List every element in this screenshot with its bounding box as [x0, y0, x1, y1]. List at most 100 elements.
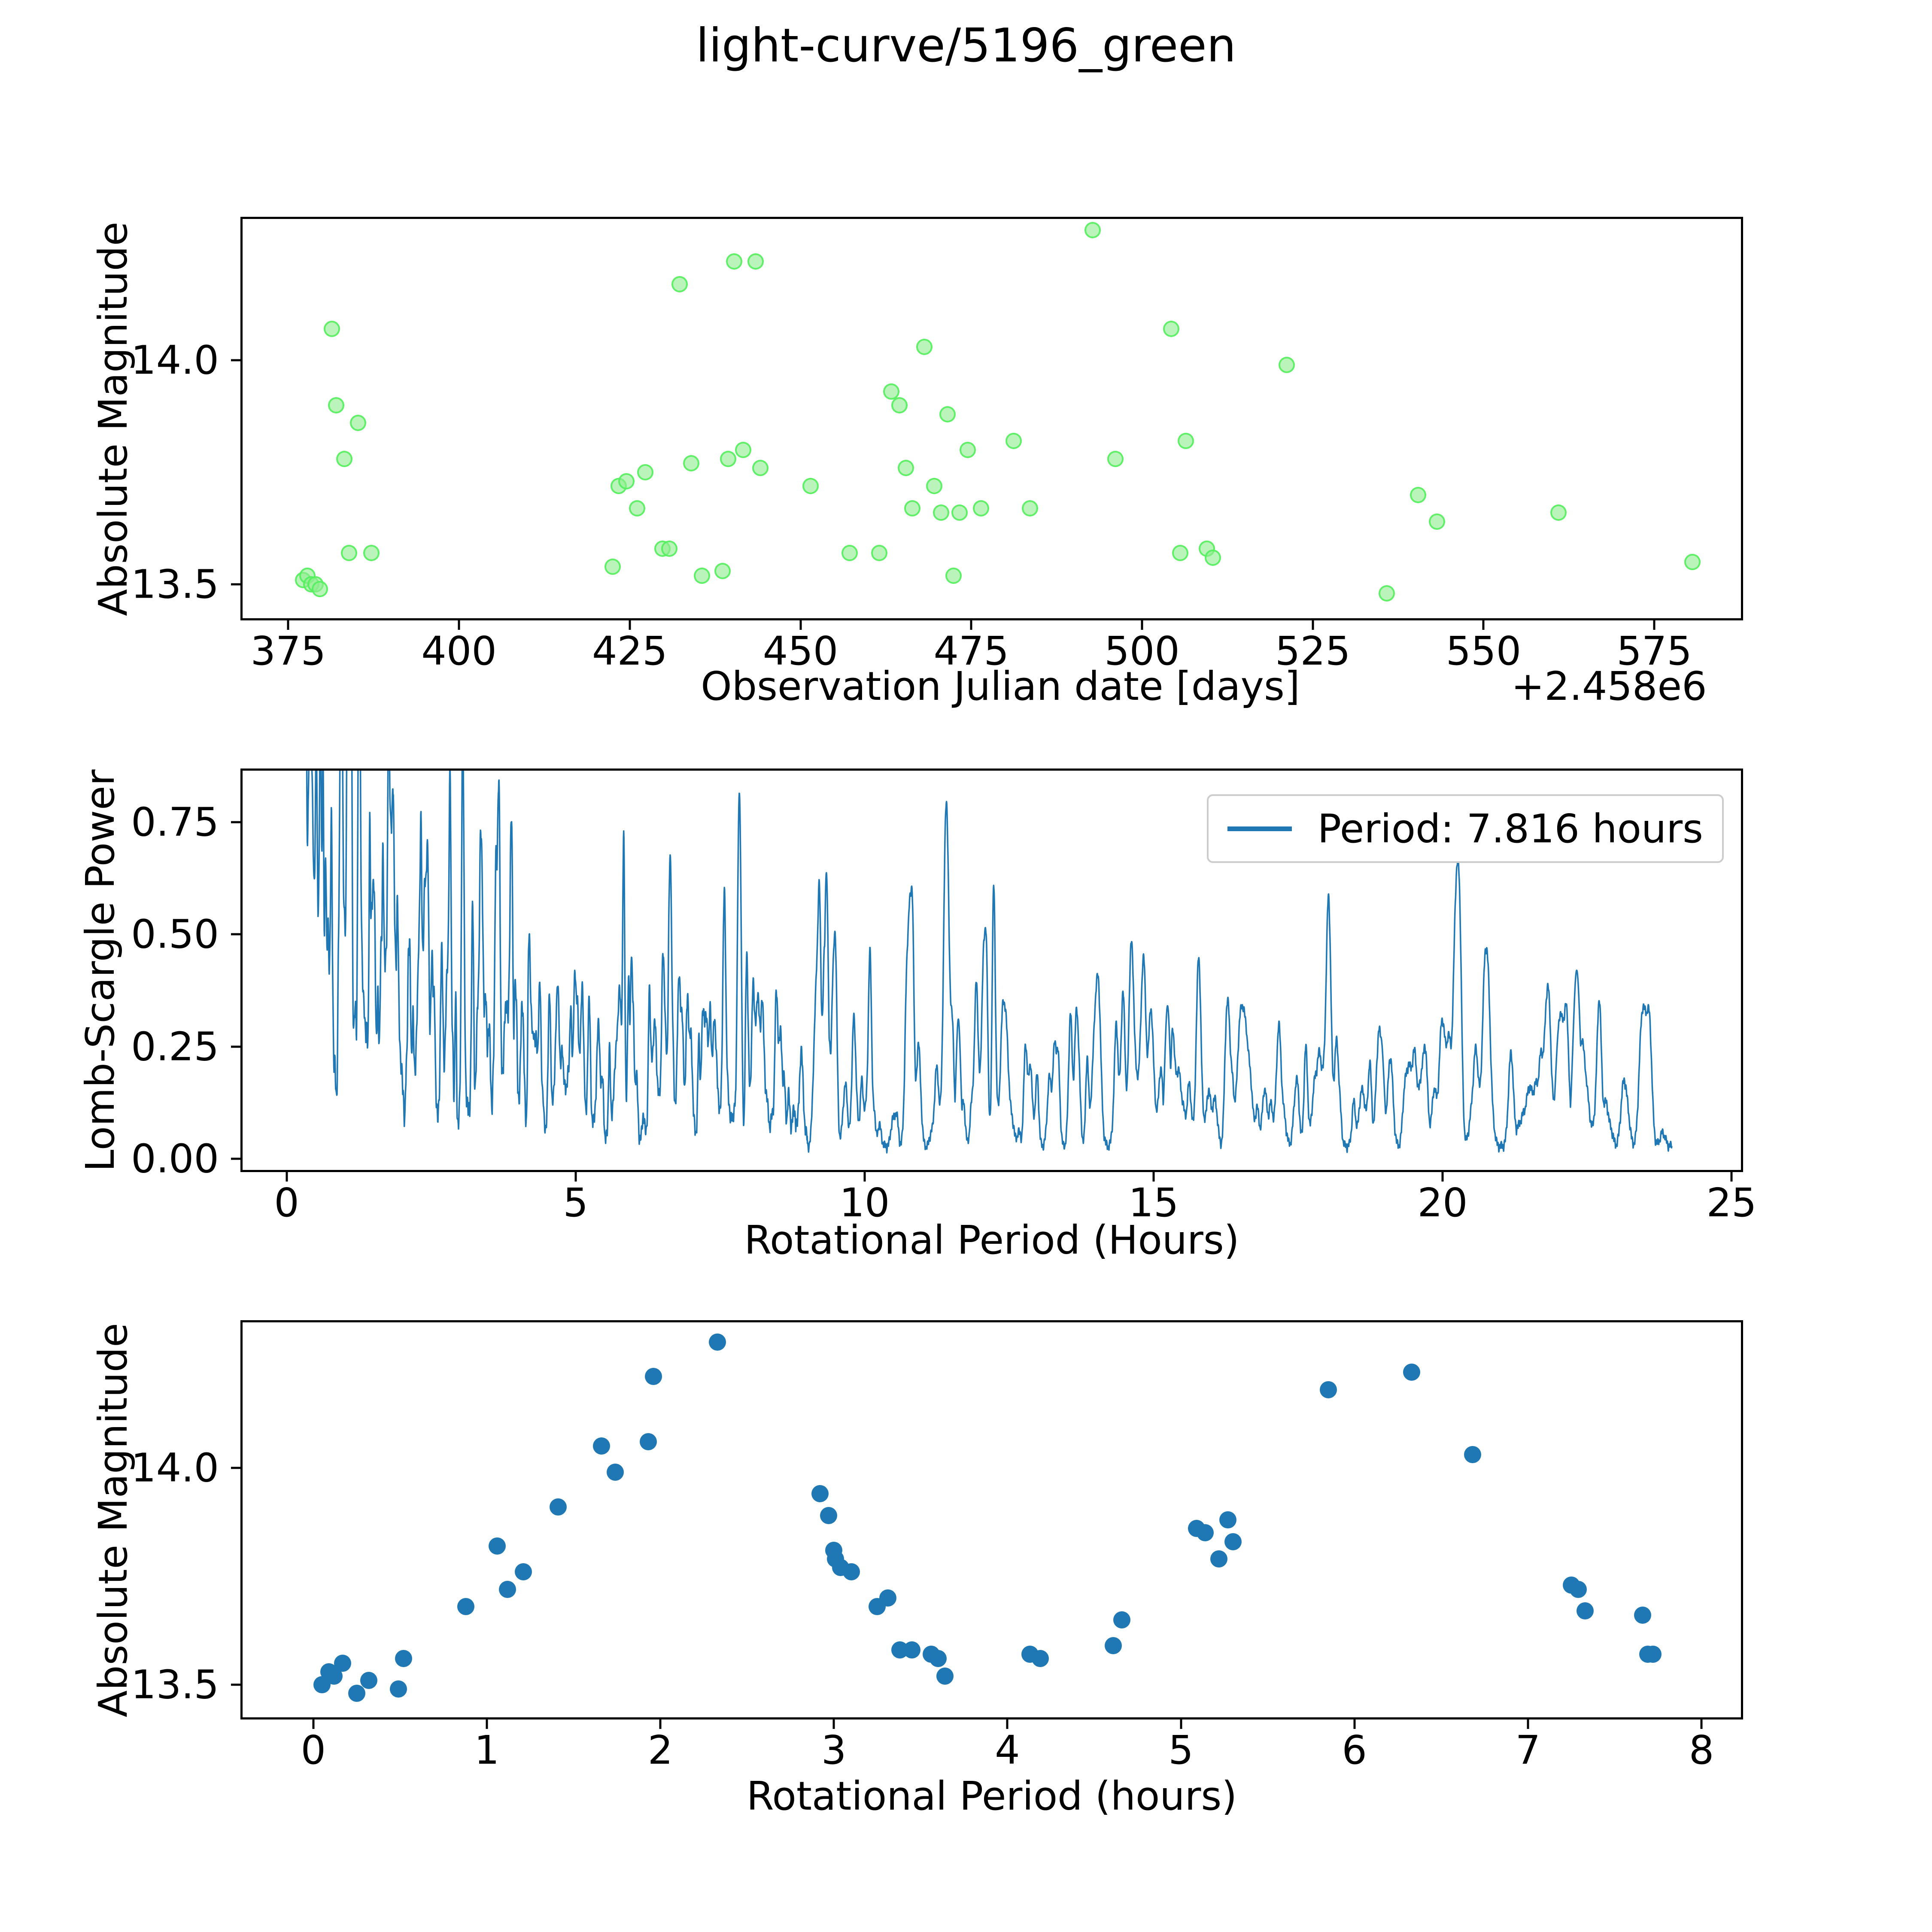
light-curve-point	[752, 459, 769, 476]
y-tick-mark	[231, 1467, 240, 1469]
light-curve-point	[1684, 554, 1701, 571]
x-tick-label: 15	[1128, 1180, 1179, 1226]
x-tick-label: 475	[933, 628, 1009, 674]
x-tick-mark	[1527, 1719, 1529, 1729]
x-tick-mark	[1700, 1719, 1703, 1729]
light-curve-point	[841, 545, 858, 562]
light-curve-point	[1107, 451, 1124, 467]
y-tick-label: 14.0	[131, 337, 219, 383]
light-curve-point	[1163, 321, 1180, 337]
folded-light-curve-point	[709, 1333, 726, 1351]
light-curve-point	[637, 464, 654, 481]
x-tick-mark	[1180, 1719, 1182, 1729]
x-tick-label: 3	[821, 1727, 847, 1773]
light-curve-point	[871, 545, 887, 562]
x-tick-mark	[1312, 620, 1314, 630]
x-tick-mark	[1006, 1719, 1009, 1729]
folded-light-curve-point	[842, 1563, 860, 1581]
folded-light-curve-point	[1197, 1524, 1214, 1542]
light-curve-point	[683, 455, 699, 472]
folded-light-curve-point	[348, 1685, 365, 1702]
folded-light-curve-point	[1219, 1511, 1236, 1528]
x-tick-label: 4	[995, 1727, 1020, 1773]
x-tick-label: 550	[1446, 628, 1522, 674]
light-curve-point	[891, 397, 908, 413]
light-curve-point	[328, 397, 344, 413]
x-tick-label: 8	[1689, 1727, 1714, 1773]
x-tick-label: 10	[839, 1180, 890, 1226]
folded-light-curve-point	[457, 1598, 475, 1616]
folded-light-curve-point	[389, 1680, 407, 1698]
folded-light-curve-point	[499, 1580, 516, 1598]
light-curve-point	[916, 338, 933, 355]
folded-light-curve-point	[1644, 1646, 1662, 1663]
folded-light-curve-point	[489, 1537, 506, 1555]
y-tick-label: 0.50	[131, 911, 219, 957]
light-curve-point	[336, 451, 352, 467]
x-tick-mark	[832, 1719, 835, 1729]
light-curve-point	[945, 567, 962, 584]
x-tick-label: 25	[1706, 1180, 1757, 1226]
light-curve-point	[605, 558, 621, 575]
folded-light-curve-point	[1634, 1607, 1651, 1624]
folded-light-curve-point	[1113, 1611, 1131, 1628]
x-tick-mark	[1152, 1172, 1155, 1182]
y-tick-mark	[231, 933, 240, 936]
light-curve-point	[1279, 356, 1295, 373]
light-curve-point	[1550, 504, 1567, 521]
periodogram-x-axis-label: Rotational Period (Hours)	[744, 1217, 1239, 1263]
folded-light-curve-point	[1032, 1650, 1049, 1668]
x-tick-mark	[863, 1172, 866, 1182]
x-tick-label: 6	[1342, 1727, 1367, 1773]
light-curve-point	[926, 477, 943, 494]
y-tick-mark	[231, 1045, 240, 1048]
light-curve-point	[363, 545, 380, 562]
y-tick-mark	[231, 1157, 240, 1160]
folded-light-curve-point	[1403, 1364, 1421, 1381]
y-tick-label: 14.0	[131, 1445, 219, 1491]
folded-light-curve-point	[1210, 1550, 1228, 1567]
light-curve-point	[735, 442, 751, 459]
x-tick-mark	[1353, 1719, 1356, 1729]
light-curve-point	[951, 504, 968, 521]
periodogram-line	[306, 771, 1673, 1154]
x-tick-mark	[1730, 1172, 1733, 1182]
x-tick-label: 525	[1275, 628, 1351, 674]
folded-light-curve-point	[1577, 1602, 1594, 1620]
light-curve-point	[883, 383, 900, 400]
x-tick-mark	[574, 1172, 577, 1182]
light-curve-axes	[240, 217, 1743, 620]
folded-light-curve-point	[639, 1433, 657, 1451]
folded-light-curve-point	[936, 1667, 954, 1685]
y-tick-mark	[231, 1683, 240, 1686]
y-tick-label: 0.75	[131, 799, 219, 845]
x-tick-mark	[1441, 1172, 1444, 1182]
y-tick-mark	[231, 583, 240, 586]
light-curve-point	[1410, 486, 1426, 503]
x-tick-label: 5	[1168, 1727, 1194, 1773]
folded-y-axis-label: Absolute Magnitude	[90, 1322, 136, 1717]
x-tick-mark	[1653, 620, 1656, 630]
folded-light-curve-point	[811, 1485, 829, 1503]
figure-title: light-curve/5196_green	[696, 19, 1236, 73]
light-curve-point	[629, 500, 646, 516]
folded-light-curve-point	[1464, 1446, 1481, 1464]
panel-periodogram: Period: 7.816 hours	[240, 769, 1743, 1172]
light-curve-point	[972, 500, 989, 516]
periodogram-axes: Period: 7.816 hours	[240, 769, 1743, 1172]
light-curve-point	[714, 563, 731, 580]
light-curve-point	[694, 567, 711, 584]
x-tick-label: 400	[421, 628, 497, 674]
y-tick-mark	[231, 359, 240, 361]
light-curve-point	[324, 321, 340, 337]
folded-light-curve-point	[592, 1437, 610, 1455]
light-curve-point	[618, 473, 635, 490]
light-curve-point	[939, 406, 956, 422]
x-tick-mark	[287, 620, 289, 630]
light-curve-point	[661, 540, 678, 557]
light-curve-point	[340, 545, 357, 562]
light-curve-point	[1022, 500, 1039, 516]
folded-light-curve-point	[1104, 1637, 1122, 1655]
light-curve-point	[671, 276, 688, 292]
